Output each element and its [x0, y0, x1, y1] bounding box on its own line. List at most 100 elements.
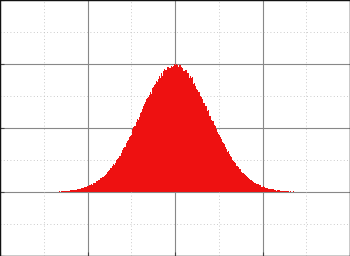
Bar — [90, 185, 91, 192]
Bar — [100, 178, 101, 192]
Bar — [199, 92, 200, 192]
Bar — [206, 106, 207, 192]
Bar — [263, 186, 264, 192]
Bar — [55, 191, 56, 192]
Bar — [283, 191, 284, 192]
Bar — [180, 65, 181, 192]
Bar — [136, 123, 138, 192]
Bar — [230, 156, 231, 192]
Bar — [63, 191, 64, 192]
Bar — [179, 65, 180, 192]
Bar — [288, 191, 289, 192]
Bar — [72, 190, 74, 192]
Bar — [99, 180, 100, 192]
Bar — [257, 185, 258, 192]
Bar — [79, 188, 80, 192]
Bar — [184, 71, 185, 192]
Bar — [115, 163, 116, 192]
Bar — [216, 130, 217, 192]
Bar — [223, 143, 224, 192]
Bar — [164, 69, 165, 192]
Bar — [276, 191, 277, 192]
Bar — [131, 135, 132, 192]
Bar — [61, 191, 62, 192]
Bar — [174, 64, 175, 192]
Bar — [62, 191, 63, 192]
Bar — [87, 186, 88, 192]
Bar — [234, 162, 235, 192]
Bar — [282, 191, 283, 192]
Bar — [134, 126, 135, 192]
Bar — [101, 178, 102, 192]
Bar — [266, 188, 267, 192]
Bar — [268, 189, 269, 192]
Bar — [113, 164, 114, 192]
Bar — [189, 78, 190, 192]
Bar — [169, 68, 170, 192]
Bar — [94, 183, 95, 192]
Bar — [224, 144, 225, 192]
Bar — [128, 140, 129, 192]
Bar — [121, 152, 122, 192]
Bar — [168, 67, 169, 192]
Bar — [80, 189, 81, 192]
Bar — [205, 106, 206, 192]
Bar — [260, 186, 261, 192]
Bar — [274, 190, 275, 192]
Bar — [107, 172, 108, 192]
Bar — [70, 190, 71, 192]
Bar — [272, 189, 273, 192]
Bar — [196, 89, 197, 192]
Bar — [92, 185, 93, 192]
Bar — [292, 191, 293, 192]
Bar — [183, 71, 184, 192]
Bar — [103, 177, 104, 192]
Bar — [146, 99, 147, 192]
Bar — [88, 186, 89, 192]
Bar — [225, 147, 226, 192]
Bar — [118, 158, 119, 192]
Bar — [281, 191, 282, 192]
Bar — [201, 97, 202, 192]
Bar — [265, 188, 266, 192]
Bar — [198, 92, 199, 192]
Bar — [209, 116, 210, 192]
Bar — [280, 191, 281, 192]
Bar — [145, 102, 146, 192]
Bar — [203, 103, 204, 192]
Bar — [178, 67, 179, 192]
Bar — [144, 104, 145, 192]
Bar — [186, 70, 187, 192]
Bar — [124, 147, 125, 192]
Bar — [86, 187, 87, 192]
Bar — [123, 148, 124, 192]
Bar — [290, 191, 291, 192]
Bar — [187, 73, 188, 192]
Bar — [241, 172, 242, 192]
Bar — [175, 65, 176, 192]
Bar — [232, 160, 233, 192]
Bar — [151, 94, 152, 192]
Bar — [267, 188, 268, 192]
Bar — [226, 149, 227, 192]
Bar — [126, 143, 127, 192]
Bar — [147, 98, 148, 192]
Bar — [85, 187, 86, 192]
Bar — [154, 84, 155, 192]
Bar — [102, 177, 103, 192]
Bar — [264, 187, 265, 192]
Bar — [59, 191, 60, 192]
Bar — [83, 188, 84, 192]
Bar — [279, 190, 280, 192]
Bar — [57, 191, 58, 192]
Bar — [165, 70, 166, 192]
Bar — [222, 142, 223, 192]
Bar — [161, 73, 162, 192]
Bar — [212, 121, 213, 192]
Bar — [190, 76, 191, 192]
Bar — [247, 177, 248, 192]
Bar — [66, 191, 67, 192]
Bar — [271, 189, 272, 192]
Bar — [149, 95, 150, 192]
Bar — [156, 82, 158, 192]
